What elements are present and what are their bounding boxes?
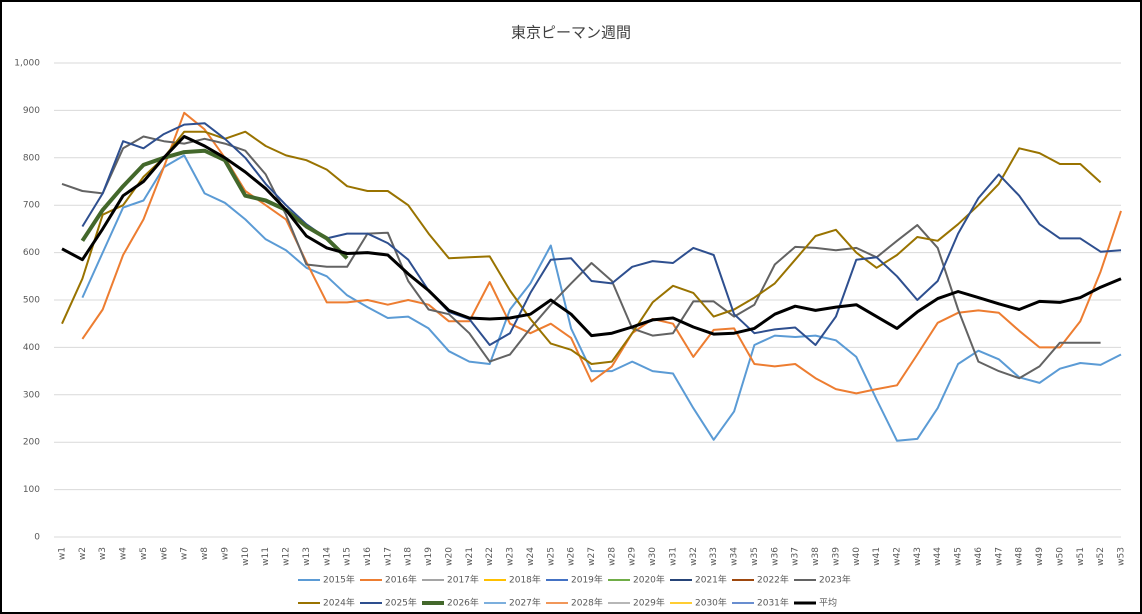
x-tick-label: w14 [322, 547, 332, 566]
x-tick-label: w29 [628, 547, 638, 566]
x-tick-label: w17 [383, 547, 393, 566]
y-tick-label: 500 [23, 296, 40, 306]
legend-label: 平均 [819, 597, 837, 609]
legend-label: 2022年 [757, 574, 789, 586]
y-tick-label: 400 [23, 343, 40, 353]
legend-label: 2024年 [323, 597, 355, 609]
legend-label: 2019年 [571, 574, 603, 586]
x-tick-label: w22 [485, 547, 495, 566]
x-tick-label: w25 [546, 547, 556, 566]
legend-label: 2028年 [571, 597, 603, 609]
y-tick-label: 0 [34, 533, 40, 543]
x-tick-label: w13 [302, 547, 312, 566]
x-tick-label: w11 [261, 547, 271, 566]
x-tick-label: w53 [1117, 547, 1127, 566]
x-tick-label: w39 [831, 547, 841, 566]
x-tick-label: w8 [200, 547, 210, 560]
x-tick-label: w10 [241, 547, 251, 566]
legend-label: 2017年 [447, 574, 479, 586]
x-tick-label: w23 [506, 547, 516, 566]
legend-label: 2027年 [509, 597, 541, 609]
legend-label: 2029年 [633, 597, 665, 609]
x-tick-label: w15 [343, 547, 353, 566]
y-tick-label: 800 [23, 153, 40, 163]
x-tick-label: w32 [689, 547, 699, 566]
x-tick-label: w18 [404, 547, 414, 566]
x-tick-label: w4 [119, 547, 129, 560]
x-tick-label: w20 [444, 547, 454, 566]
legend-label: 2025年 [385, 597, 417, 609]
series-line [81, 122, 1122, 346]
x-tick-label: w45 [954, 547, 964, 566]
y-tick-label: 100 [23, 485, 40, 495]
legend-label: 2026年 [447, 597, 479, 609]
legend-label: 2030年 [695, 597, 727, 609]
x-tick-label: w12 [282, 547, 292, 566]
x-tick-label: w28 [607, 547, 617, 566]
x-tick-label: w38 [811, 547, 821, 566]
x-tick-label: w30 [648, 547, 658, 566]
x-tick-label: w31 [668, 547, 678, 566]
series-line [61, 135, 1122, 338]
y-tick-label: 600 [23, 248, 40, 258]
x-tick-label: w36 [770, 547, 780, 566]
x-tick-label: w48 [1015, 547, 1025, 566]
x-tick-label: w9 [220, 547, 230, 560]
x-tick-label: w7 [180, 547, 190, 560]
y-tick-label: 700 [23, 201, 40, 211]
x-tick-label: w35 [750, 547, 760, 566]
x-tick-label: w21 [465, 547, 475, 566]
x-tick-label: w42 [892, 547, 902, 566]
x-tick-label: w49 [1035, 547, 1045, 566]
x-tick-label: w16 [363, 547, 373, 566]
legend-label: 2020年 [633, 574, 665, 586]
x-tick-label: w24 [526, 547, 536, 566]
series-line [81, 154, 1122, 442]
series-line [61, 130, 1102, 365]
x-tick-label: w26 [567, 547, 577, 566]
legend-label: 2021年 [695, 574, 727, 586]
y-tick-label: 1,000 [14, 59, 40, 69]
x-tick-label: w44 [933, 547, 943, 566]
x-tick-label: w51 [1076, 547, 1086, 566]
y-tick-label: 200 [23, 438, 40, 448]
x-tick-label: w46 [974, 547, 984, 566]
x-tick-label: w47 [994, 547, 1004, 566]
x-tick-label: w33 [709, 547, 719, 566]
x-tick-label: w3 [98, 547, 108, 560]
x-tick-label: w37 [791, 547, 801, 566]
x-tick-label: w27 [587, 547, 597, 566]
x-tick-label: w2 [78, 547, 88, 560]
legend-label: 2031年 [757, 597, 789, 609]
series-line [80, 148, 349, 260]
x-tick-label: w19 [424, 547, 434, 566]
y-tick-label: 900 [23, 106, 40, 116]
x-tick-label: w34 [730, 547, 740, 566]
y-tick-label: 300 [23, 390, 40, 400]
legend-label: 2018年 [509, 574, 541, 586]
x-tick-label: w43 [913, 547, 923, 566]
legend-label: 2015年 [323, 574, 355, 586]
x-tick-label: w41 [872, 547, 882, 566]
x-tick-label: w50 [1055, 547, 1065, 566]
chart-title: 東京ピーマン週間 [511, 24, 631, 42]
x-tick-label: w6 [159, 547, 169, 560]
legend-label: 2023年 [819, 574, 851, 586]
x-tick-label: w52 [1096, 547, 1106, 566]
legend-label: 2016年 [385, 574, 417, 586]
x-tick-label: w5 [139, 547, 149, 560]
x-tick-label: w1 [58, 547, 68, 560]
x-tick-label: w40 [852, 547, 862, 566]
